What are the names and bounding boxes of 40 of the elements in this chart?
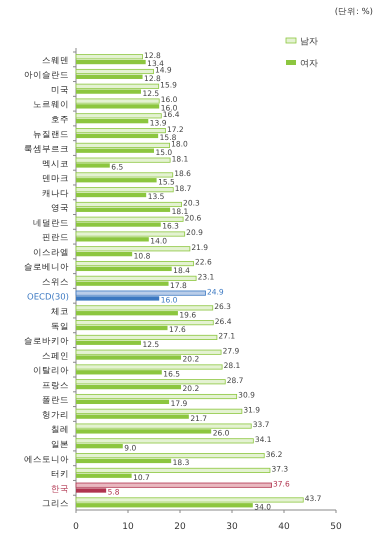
y-tick-label: 네덜란드 xyxy=(33,218,69,228)
x-tick-label: 30 xyxy=(226,522,238,532)
x-tick-label: 10 xyxy=(122,522,134,532)
y-tick-label: 이스라엘 xyxy=(33,248,69,258)
y-tick-label: 아이슬란드 xyxy=(24,70,69,81)
y-tick-label: 폴란드 xyxy=(42,396,69,406)
x-tick-label: 40 xyxy=(278,522,290,532)
y-tick-label: 한국 xyxy=(51,484,69,494)
y-tick-label: 일본 xyxy=(51,440,69,450)
x-tick-label: 0 xyxy=(73,522,80,532)
y-tick-label: 에스토니아 xyxy=(24,454,69,465)
y-tick-label: 영국 xyxy=(51,204,69,214)
legend-label: 여자 xyxy=(300,59,318,69)
y-tick-label: 독일 xyxy=(51,322,69,332)
x-tick-label: 50 xyxy=(330,522,342,532)
y-tick-label: 노르웨이 xyxy=(33,100,69,110)
y-tick-label: 멕시코 xyxy=(42,159,69,170)
y-tick-label: 뉴질랜드 xyxy=(33,130,69,140)
y-tick-label: 체코 xyxy=(51,307,69,318)
y-tick-label: 슬로베니아 xyxy=(24,262,69,273)
text: (단위: %) xyxy=(334,7,373,17)
y-tick-label: 슬로바키아 xyxy=(24,336,69,347)
y-tick-label: 호주 xyxy=(51,114,69,125)
y-tick-label: 룩셈부르크 xyxy=(24,144,69,155)
y-tick-label: 스웨덴 xyxy=(42,56,69,66)
y-tick-label: 칠레 xyxy=(51,425,69,436)
y-tick-label: 프랑스 xyxy=(42,380,69,391)
y-tick-label: 스페인 xyxy=(42,351,69,362)
y-tick-label: 터키 xyxy=(51,470,69,480)
y-tick-label: 스위스 xyxy=(42,278,69,288)
y-tick-label: 핀란드 xyxy=(42,233,69,244)
y-tick-label: 헝가리 xyxy=(42,410,69,420)
y-tick-label: OECD(30) xyxy=(27,292,69,302)
y-tick-label: 그리스 xyxy=(42,499,69,510)
legend-label: 남자 xyxy=(300,37,318,47)
y-tick-label: 덴마크 xyxy=(42,174,69,184)
x-tick-label: 20 xyxy=(174,522,186,532)
y-tick-label: 캐나다 xyxy=(42,188,69,199)
y-tick-label: 이탈리아 xyxy=(33,366,69,376)
y-tick-label: 미국 xyxy=(51,85,69,96)
